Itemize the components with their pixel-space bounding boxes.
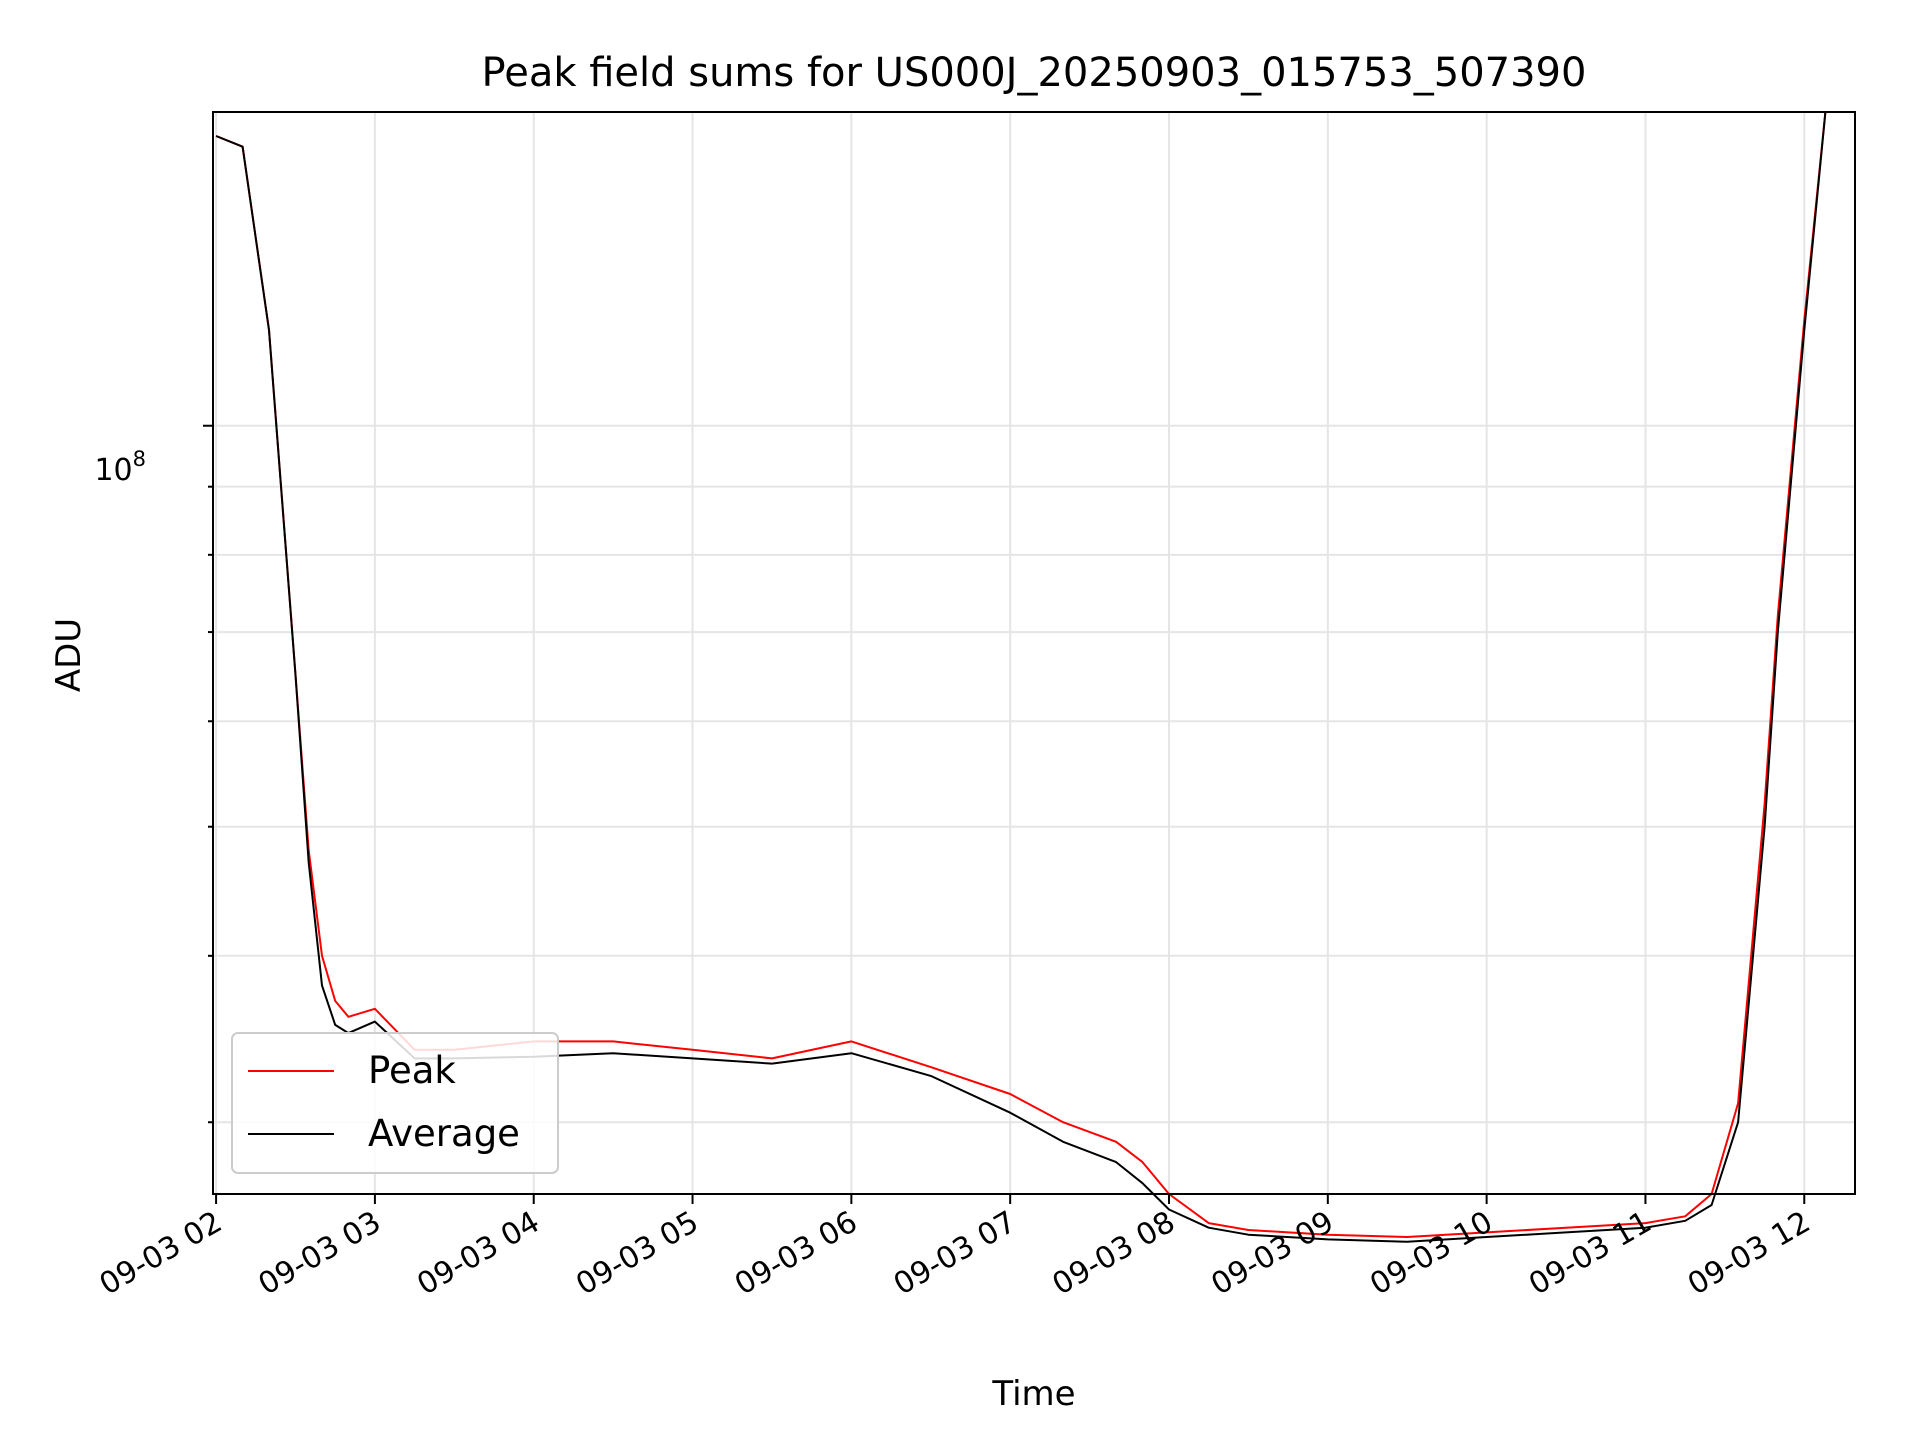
plot-frame	[212, 111, 1856, 1195]
series-line-average	[215, 111, 1827, 1243]
y-tick-exponent: 8	[133, 447, 146, 471]
chart-title: Peak field sums for US000J_20250903_0157…	[482, 50, 1587, 96]
y-tick-label-1e8: 108	[94, 447, 146, 488]
legend: Peak Average	[231, 1032, 559, 1174]
series-line-peak	[215, 111, 1827, 1238]
x-axis-label: Time	[991, 1374, 1075, 1414]
legend-box	[231, 1032, 559, 1174]
legend-label-average: Average	[368, 1112, 520, 1155]
legend-label-peak: Peak	[368, 1049, 456, 1092]
series-layer	[215, 111, 1827, 1243]
grid	[213, 112, 1855, 1194]
y-axis-label: ADU	[49, 618, 89, 692]
y-tick-base: 10	[94, 453, 132, 488]
y-axis-ticks	[203, 424, 213, 1124]
